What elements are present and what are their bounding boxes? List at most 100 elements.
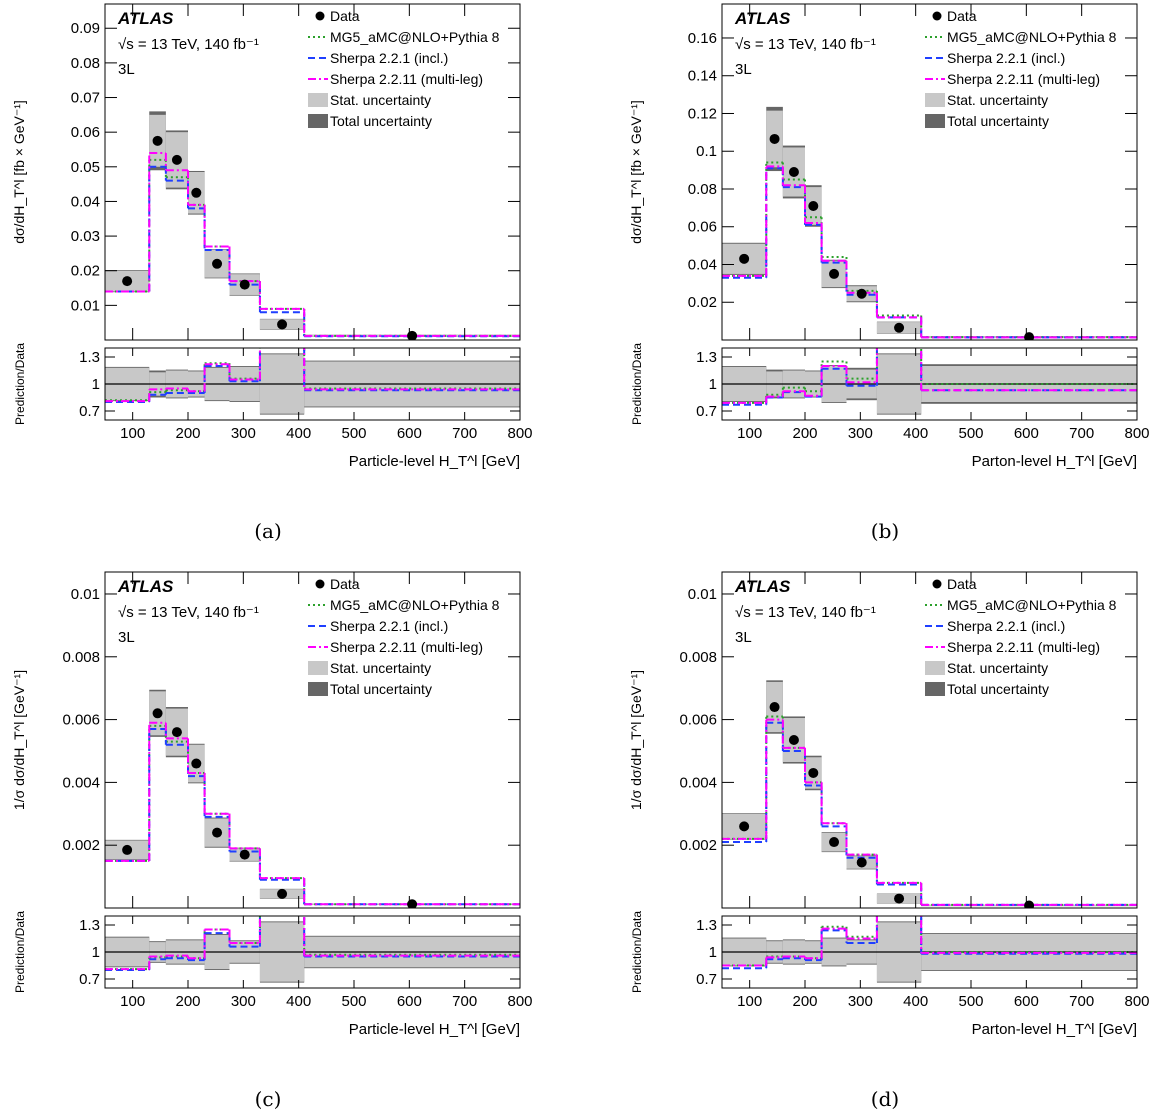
annotation: ATLAS bbox=[734, 577, 791, 596]
data-point bbox=[152, 708, 163, 719]
legend-marker bbox=[308, 682, 328, 696]
panel: 0.01 0.02 0.03 0.04 0.05 0.06 0.07 0.08 0.09 0.7 1… bbox=[11, 3, 533, 543]
data-point bbox=[171, 154, 182, 165]
legend-label: Sherpa 2.2.11 (multi-leg) bbox=[330, 71, 483, 87]
x-tick-label: 800 bbox=[1124, 425, 1149, 442]
y-tick-label: 0.006 bbox=[62, 712, 100, 729]
x-tick-label: 800 bbox=[507, 425, 532, 442]
y-tick-label: 0.006 bbox=[679, 712, 717, 729]
legend-label: Sherpa 2.2.11 (multi-leg) bbox=[330, 639, 483, 655]
legend-label: Total uncertainty bbox=[947, 681, 1049, 697]
x-tick-label: 300 bbox=[848, 993, 873, 1010]
x-axis-label: Particle-level H_T^l [GeV] bbox=[349, 453, 520, 470]
x-axis-label: Parton-level H_T^l [GeV] bbox=[972, 453, 1137, 470]
annotation: 3L bbox=[735, 61, 752, 78]
data-point bbox=[856, 288, 867, 299]
data-point bbox=[1024, 900, 1035, 908]
annotation: √s = 13 TeV, 140 fb⁻¹ bbox=[735, 36, 876, 53]
y-tick-label: 0.01 bbox=[688, 586, 717, 603]
legend-label: Sherpa 2.2.1 (incl.) bbox=[947, 618, 1065, 634]
main-plot bbox=[105, 689, 520, 908]
plot-frame bbox=[104, 571, 521, 909]
legend-label: Data bbox=[330, 8, 360, 24]
y-tick-label: 0.002 bbox=[62, 837, 100, 854]
y-tick-label: 0.12 bbox=[688, 105, 717, 122]
annotation: 3L bbox=[735, 629, 752, 646]
caption: (c) bbox=[255, 1087, 282, 1111]
ratio-y-tick-label: 1.3 bbox=[696, 917, 717, 934]
annotation: ATLAS bbox=[117, 577, 174, 596]
x-tick-label: 300 bbox=[231, 425, 256, 442]
y-tick-label: 0.06 bbox=[688, 219, 717, 236]
y-tick-label: 0.002 bbox=[679, 837, 717, 854]
y-tick-label: 0.008 bbox=[62, 649, 100, 666]
main-plot bbox=[722, 106, 1137, 340]
x-tick-label: 100 bbox=[737, 993, 762, 1010]
data-point bbox=[122, 844, 133, 855]
y-tick-label: 0.02 bbox=[71, 263, 100, 280]
ratio-y-axis-label: Prediction/Data bbox=[13, 911, 27, 993]
legend-label: MG5_aMC@NLO+Pythia 8 bbox=[330, 29, 500, 45]
y-tick-label: 0.14 bbox=[688, 68, 717, 85]
y-tick-label: 0.07 bbox=[71, 90, 100, 107]
legend-label: MG5_aMC@NLO+Pythia 8 bbox=[947, 29, 1117, 45]
data-point bbox=[788, 735, 799, 745]
legend-label: Sherpa 2.2.11 (multi-leg) bbox=[947, 71, 1100, 87]
ratio-y-tick-label: 0.7 bbox=[79, 403, 100, 420]
annotation: √s = 13 TeV, 140 fb⁻¹ bbox=[118, 604, 259, 621]
y-tick-label: 0.02 bbox=[688, 294, 717, 311]
y-tick-label: 0.04 bbox=[71, 193, 100, 210]
x-tick-label: 100 bbox=[120, 425, 145, 442]
x-tick-label: 700 bbox=[1069, 993, 1094, 1010]
data-point bbox=[239, 849, 250, 860]
y-axis-label: 1/σ dσ/dH_T^l [GeV⁻¹] bbox=[11, 670, 27, 810]
data-point bbox=[239, 279, 250, 290]
x-tick-label: 400 bbox=[286, 993, 311, 1010]
x-tick-label: 800 bbox=[507, 993, 532, 1010]
data-point bbox=[769, 133, 780, 144]
y-axis-label: dσ/dH_T^l [fb × GeV⁻¹] bbox=[11, 100, 27, 244]
data-point bbox=[829, 268, 840, 279]
x-tick-label: 400 bbox=[903, 993, 928, 1010]
plot-frame bbox=[104, 3, 521, 341]
annotation: 3L bbox=[118, 629, 135, 646]
legend-label: Stat. uncertainty bbox=[947, 92, 1048, 108]
legend-marker bbox=[315, 11, 325, 21]
legend-marker bbox=[925, 114, 945, 128]
data-point bbox=[122, 276, 133, 287]
legend-label: Stat. uncertainty bbox=[947, 660, 1048, 676]
data-point bbox=[856, 857, 867, 868]
data-point bbox=[1024, 332, 1035, 340]
x-tick-label: 300 bbox=[848, 425, 873, 442]
x-tick-label: 700 bbox=[452, 993, 477, 1010]
y-tick-label: 0.01 bbox=[71, 586, 100, 603]
data-point bbox=[277, 888, 288, 899]
legend-marker bbox=[925, 93, 945, 107]
y-tick-label: 0.08 bbox=[688, 181, 717, 198]
ratio-y-tick-label: 1.3 bbox=[79, 349, 100, 366]
data-point bbox=[191, 187, 202, 198]
ratio-plot bbox=[722, 916, 1137, 983]
x-tick-label: 800 bbox=[1124, 993, 1149, 1010]
data-point bbox=[407, 330, 418, 340]
legend-label: Sherpa 2.2.11 (multi-leg) bbox=[947, 639, 1100, 655]
annotation: 3L bbox=[118, 61, 135, 78]
legend-label: Sherpa 2.2.1 (incl.) bbox=[330, 50, 448, 66]
legend-label: Data bbox=[947, 576, 977, 592]
ratio-y-tick-label: 0.7 bbox=[696, 403, 717, 420]
legend-label: Total uncertainty bbox=[330, 681, 432, 697]
panel: 0.002 0.004 0.006 0.008 0.01 0.7 1 1.3 100 200 300… bbox=[11, 571, 533, 1111]
x-tick-label: 100 bbox=[120, 993, 145, 1010]
x-tick-label: 500 bbox=[958, 993, 983, 1010]
data-point bbox=[769, 702, 780, 713]
ratio-plot bbox=[105, 348, 520, 415]
y-tick-label: 0.16 bbox=[688, 30, 717, 47]
y-tick-label: 0.05 bbox=[71, 159, 100, 176]
data-point bbox=[808, 767, 819, 778]
legend-label: MG5_aMC@NLO+Pythia 8 bbox=[330, 597, 500, 613]
x-tick-label: 200 bbox=[792, 993, 817, 1010]
ratio-y-axis-label: Prediction/Data bbox=[630, 343, 644, 425]
legend-label: Data bbox=[330, 576, 360, 592]
